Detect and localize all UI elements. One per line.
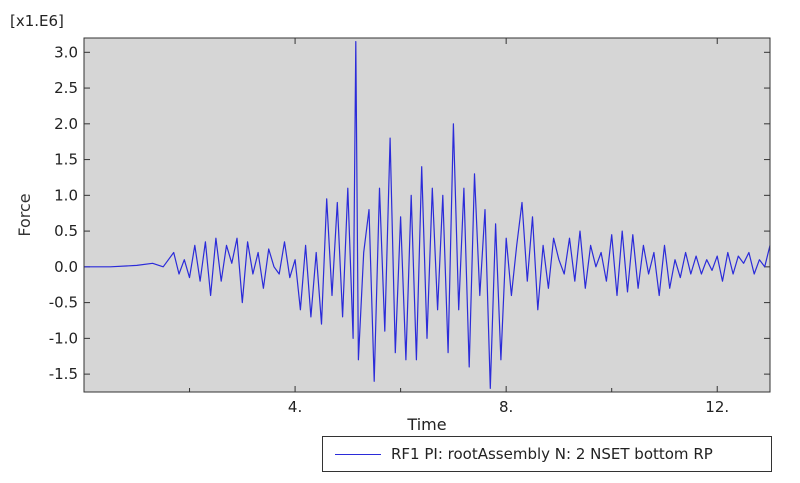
x-axis-ticks: 4. 8. 12. bbox=[189, 38, 729, 416]
y-tick-label: 2.5 bbox=[54, 79, 78, 97]
series-layer bbox=[84, 40, 771, 389]
y-axis-label: Force bbox=[15, 193, 34, 236]
y-tick-label: 1.0 bbox=[54, 186, 78, 204]
x-tick-label: 8. bbox=[499, 398, 513, 416]
x-tick-label: 4. bbox=[288, 398, 302, 416]
series-line-0 bbox=[84, 40, 771, 389]
y-tick-label: -0.5 bbox=[49, 294, 78, 312]
plot-frame bbox=[83, 37, 771, 393]
y-tick-label: 1.5 bbox=[54, 151, 78, 169]
legend: RF1 PI: rootAssembly N: 2 NSET bottom RP bbox=[322, 436, 772, 472]
y-tick-label: 3.0 bbox=[54, 43, 78, 61]
y-axis-multiplier: [x1.E6] bbox=[10, 12, 64, 30]
legend-line-swatch bbox=[335, 454, 381, 455]
x-axis-label: Time bbox=[406, 415, 446, 434]
x-tick-label: 12. bbox=[705, 398, 729, 416]
y-tick-label: -1.5 bbox=[49, 365, 78, 383]
y-axis-ticks: -1.5 -1.0 -0.5 0.0 0.5 1.0 1.5 2.0 2.5 3.0 bbox=[49, 43, 770, 383]
y-tick-label: 0.0 bbox=[54, 258, 78, 276]
y-tick-label: -1.0 bbox=[49, 329, 78, 347]
y-tick-label: 0.5 bbox=[54, 222, 78, 240]
y-tick-label: 2.0 bbox=[54, 115, 78, 133]
legend-entry-label: RF1 PI: rootAssembly N: 2 NSET bottom RP bbox=[391, 445, 713, 463]
